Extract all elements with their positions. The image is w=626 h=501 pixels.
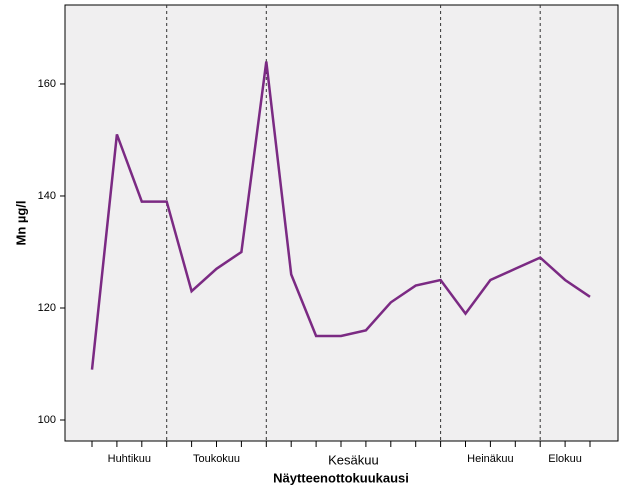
- y-tick-label: 120: [38, 302, 56, 314]
- x-axis-title: Näytteenottokuukausi: [273, 470, 409, 485]
- month-label: Elokuu: [548, 453, 582, 465]
- month-label: Toukokuu: [193, 453, 240, 465]
- plot-area: [64, 4, 619, 442]
- month-label: Huhtikuu: [108, 453, 151, 465]
- month-label: Heinäkuu: [467, 453, 513, 465]
- y-tick-label: 100: [38, 414, 56, 426]
- y-tick-label: 160: [38, 78, 56, 90]
- y-axis-title: Mn µg/l: [13, 200, 28, 245]
- month-label: Kesäkuu: [328, 452, 379, 467]
- line: [90, 61, 591, 370]
- y-tick-label: 140: [38, 190, 56, 202]
